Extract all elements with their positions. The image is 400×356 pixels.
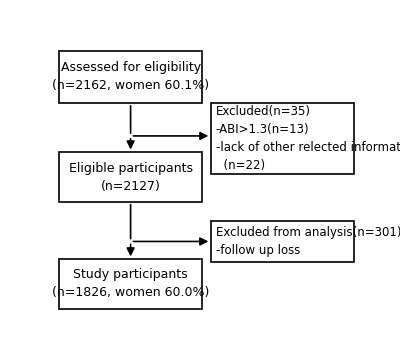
Text: Study participants
(n=1826, women 60.0%): Study participants (n=1826, women 60.0%) — [52, 268, 209, 299]
FancyBboxPatch shape — [59, 51, 202, 103]
Text: Excluded from analysis(n=301)
-follow up loss: Excluded from analysis(n=301) -follow up… — [216, 226, 400, 257]
FancyBboxPatch shape — [59, 259, 202, 309]
FancyBboxPatch shape — [211, 221, 354, 262]
Text: Eligible participants
(n=2127): Eligible participants (n=2127) — [69, 162, 193, 193]
FancyBboxPatch shape — [211, 103, 354, 174]
Text: Excluded(n=35)
-ABI>1.3(n=13)
-lack of other relected informatin
  (n=22): Excluded(n=35) -ABI>1.3(n=13) -lack of o… — [216, 105, 400, 172]
Text: Assessed for eligibility
(n=2162, women 60.1%): Assessed for eligibility (n=2162, women … — [52, 62, 209, 93]
FancyBboxPatch shape — [59, 152, 202, 202]
